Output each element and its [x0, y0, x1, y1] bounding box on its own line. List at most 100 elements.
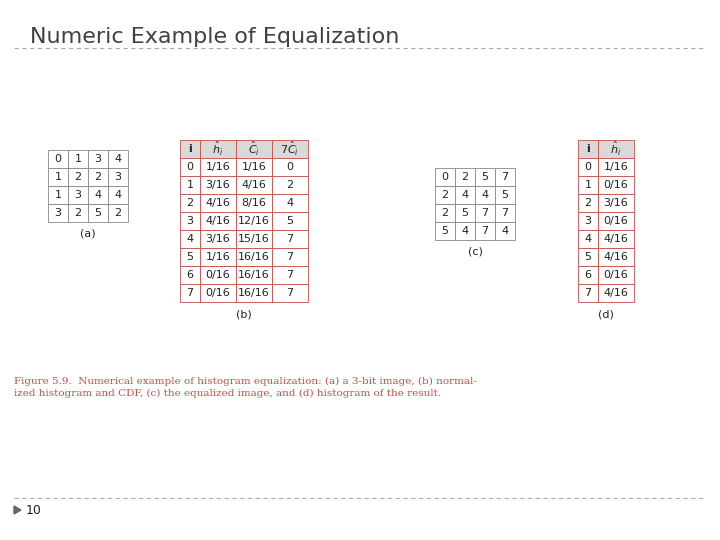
Text: 2: 2 — [186, 198, 194, 208]
Bar — [495, 222, 515, 240]
Text: 4/16: 4/16 — [206, 198, 230, 208]
Text: 7: 7 — [287, 252, 294, 262]
Bar — [200, 140, 236, 158]
Bar — [455, 222, 475, 240]
Text: 3/16: 3/16 — [206, 180, 230, 190]
Text: 4: 4 — [114, 190, 122, 200]
Bar — [598, 194, 634, 212]
Bar — [578, 248, 598, 266]
Bar — [88, 204, 108, 222]
Bar — [180, 176, 200, 194]
Bar — [578, 284, 598, 302]
Text: 0/16: 0/16 — [603, 216, 629, 226]
Text: 7: 7 — [287, 270, 294, 280]
Text: 4: 4 — [462, 190, 469, 200]
Text: 5: 5 — [186, 252, 194, 262]
Text: (a): (a) — [80, 228, 96, 238]
Bar — [88, 186, 108, 204]
Text: 2: 2 — [74, 172, 81, 182]
Bar — [68, 186, 88, 204]
Bar — [578, 212, 598, 230]
Text: 10: 10 — [26, 503, 42, 516]
Text: 2: 2 — [74, 208, 81, 218]
Text: 4: 4 — [482, 190, 489, 200]
Bar — [475, 186, 495, 204]
Text: 3: 3 — [74, 190, 81, 200]
Bar — [578, 194, 598, 212]
Bar — [180, 248, 200, 266]
Text: 5: 5 — [287, 216, 294, 226]
Text: 7: 7 — [287, 288, 294, 298]
Text: $\hat{h}_i$: $\hat{h}_i$ — [212, 140, 224, 158]
Bar — [68, 168, 88, 186]
Bar — [435, 222, 455, 240]
Text: 2: 2 — [94, 172, 102, 182]
Bar — [578, 176, 598, 194]
Bar — [578, 266, 598, 284]
Bar — [236, 140, 272, 158]
Bar — [48, 150, 68, 168]
Text: 4: 4 — [287, 198, 294, 208]
Bar — [236, 248, 272, 266]
Bar — [272, 284, 308, 302]
Bar — [200, 176, 236, 194]
Text: $\hat{h}_i$: $\hat{h}_i$ — [611, 140, 621, 158]
Text: 3/16: 3/16 — [603, 198, 629, 208]
Text: 2: 2 — [441, 208, 449, 218]
Text: 1: 1 — [55, 190, 61, 200]
Bar — [180, 212, 200, 230]
Bar — [435, 168, 455, 186]
Text: 0/16: 0/16 — [603, 180, 629, 190]
Bar — [200, 284, 236, 302]
Text: 3/16: 3/16 — [206, 234, 230, 244]
Text: 16/16: 16/16 — [238, 288, 270, 298]
Bar — [108, 168, 128, 186]
Bar — [598, 266, 634, 284]
Bar — [455, 186, 475, 204]
Bar — [475, 204, 495, 222]
Text: 8/16: 8/16 — [242, 198, 266, 208]
Text: (c): (c) — [467, 246, 482, 256]
Bar — [180, 140, 200, 158]
Bar — [578, 230, 598, 248]
Bar — [272, 248, 308, 266]
Bar — [455, 204, 475, 222]
Text: 1: 1 — [55, 172, 61, 182]
Text: 3: 3 — [55, 208, 61, 218]
Text: 3: 3 — [114, 172, 122, 182]
Text: 16/16: 16/16 — [238, 252, 270, 262]
Text: 5: 5 — [502, 190, 508, 200]
Text: 7: 7 — [287, 234, 294, 244]
Bar — [180, 266, 200, 284]
Text: 4: 4 — [114, 154, 122, 164]
Bar — [578, 158, 598, 176]
Text: Numeric Example of Equalization: Numeric Example of Equalization — [30, 27, 400, 47]
Bar — [88, 150, 108, 168]
Text: (d): (d) — [598, 309, 614, 319]
Text: 4/16: 4/16 — [206, 216, 230, 226]
Bar — [236, 194, 272, 212]
Text: 0: 0 — [441, 172, 449, 182]
Bar — [236, 230, 272, 248]
Bar — [68, 204, 88, 222]
Bar — [598, 212, 634, 230]
Text: 4: 4 — [186, 234, 194, 244]
Bar — [272, 176, 308, 194]
Text: 7: 7 — [585, 288, 592, 298]
Bar — [435, 204, 455, 222]
Text: $\hat{C}_i$: $\hat{C}_i$ — [248, 140, 260, 158]
Bar — [455, 168, 475, 186]
Bar — [180, 230, 200, 248]
Bar — [200, 230, 236, 248]
Bar — [236, 176, 272, 194]
Bar — [200, 158, 236, 176]
Bar — [495, 186, 515, 204]
Text: 3: 3 — [94, 154, 102, 164]
Text: 1/16: 1/16 — [603, 162, 629, 172]
Text: 7: 7 — [501, 208, 508, 218]
Text: 0/16: 0/16 — [206, 288, 230, 298]
Bar — [180, 284, 200, 302]
Text: 7: 7 — [501, 172, 508, 182]
Bar — [48, 168, 68, 186]
Bar — [598, 176, 634, 194]
